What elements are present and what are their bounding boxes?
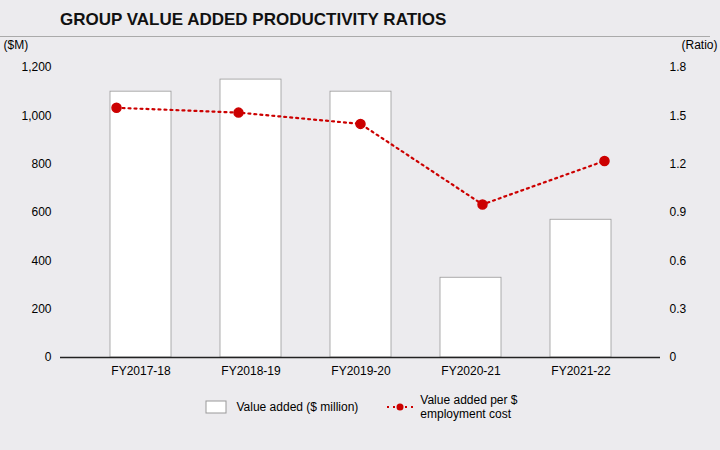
svg-text:600: 600 [31, 205, 51, 219]
svg-text:FY2021-22: FY2021-22 [551, 364, 611, 378]
svg-text:0: 0 [670, 350, 677, 364]
svg-text:200: 200 [31, 302, 51, 316]
svg-text:(Ratio): (Ratio) [681, 38, 717, 52]
svg-text:1,200: 1,200 [21, 60, 51, 74]
svg-text:1,000: 1,000 [21, 109, 51, 123]
html-text:Value added ($ million): Value added ($ million) [236, 400, 359, 415]
svg-text:FY2017-18: FY2017-18 [111, 364, 171, 378]
svg-text:0: 0 [45, 350, 52, 364]
svg-text:800: 800 [31, 157, 51, 171]
svg-text:($M): ($M) [4, 38, 29, 52]
svg-text:1.5: 1.5 [670, 109, 687, 123]
svg-text:FY2020-21: FY2020-21 [441, 364, 501, 378]
svg-text:0.3: 0.3 [670, 302, 687, 316]
svg-text:0.6: 0.6 [670, 254, 687, 268]
svg-text:FY2018-19: FY2018-19 [221, 364, 281, 378]
svg-text:1.8: 1.8 [670, 60, 687, 74]
html-text:GROUP VALUE ADDED PRODUCTIVITY: GROUP VALUE ADDED PRODUCTIVITY RATIOS [60, 10, 447, 29]
html-text:Value added per $ employment c: Value added per $ employment cost [420, 393, 518, 422]
svg-text:400: 400 [31, 254, 51, 268]
svg-text:0.9: 0.9 [670, 205, 687, 219]
svg-text:FY2019-20: FY2019-20 [331, 364, 391, 378]
svg-text:1.2: 1.2 [670, 157, 687, 171]
